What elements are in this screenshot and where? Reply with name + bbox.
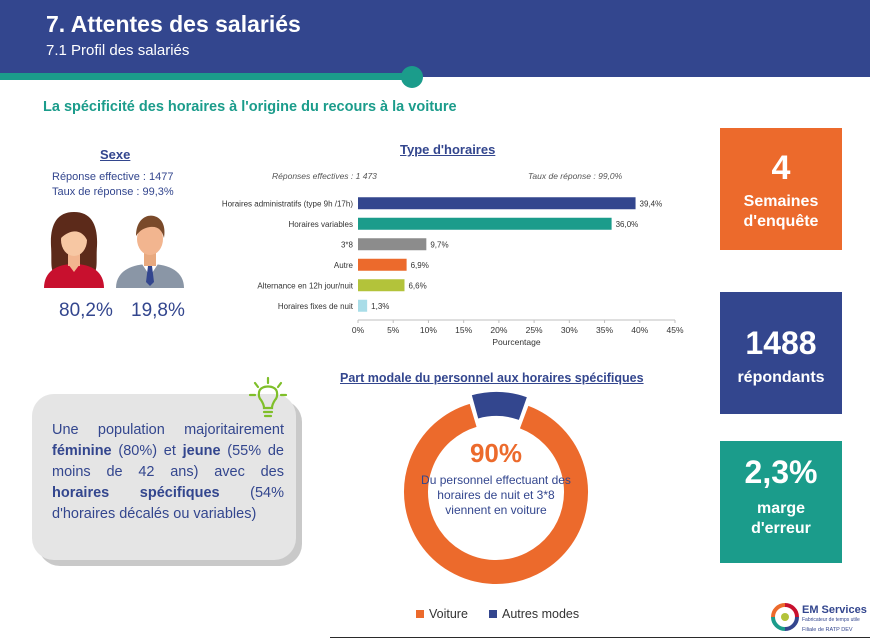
kpi-weeks-value: 4 bbox=[771, 149, 791, 187]
x-tick-label: 25% bbox=[526, 325, 543, 335]
x-tick-label: 5% bbox=[387, 325, 400, 335]
insight-highlight-young: jeune bbox=[182, 443, 221, 459]
legend-label-voiture: Voiture bbox=[429, 607, 468, 621]
kpi-margin-value: 2,3% bbox=[744, 454, 818, 490]
kpi-margin-label-2: d'erreur bbox=[751, 520, 811, 537]
kpi-weeks-label-1: Semaines bbox=[743, 193, 819, 210]
female-percentage: 80,2% bbox=[59, 300, 113, 321]
male-percentage: 19,8% bbox=[131, 300, 185, 321]
chart-note-rate: Taux de réponse : 99,0% bbox=[528, 171, 623, 181]
logo-ratp: Filiale de RATP DEV bbox=[802, 627, 853, 633]
sexe-reponse-effective: Réponse effective : 1477 bbox=[52, 171, 174, 183]
footer-line bbox=[330, 637, 870, 638]
bar bbox=[358, 258, 407, 271]
lightbulb-icon bbox=[248, 376, 288, 418]
donut-center: 90% Du personnel effectuant des horaires… bbox=[420, 438, 572, 518]
bar-data-label: 6,9% bbox=[411, 261, 429, 270]
logo-tagline: Fabricateur de temps utile bbox=[802, 617, 860, 623]
insight-text: Une population majoritairement féminine … bbox=[52, 420, 284, 525]
category-label: Horaires administratifs (type 9h /17h) bbox=[222, 199, 354, 208]
kpi-respondents-label: répondants bbox=[737, 369, 825, 386]
chart-note-responses: Réponses effectives : 1 473 bbox=[272, 171, 377, 181]
legend-item-voiture: Voiture bbox=[416, 607, 468, 621]
insight-highlight-feminine: féminine bbox=[52, 443, 112, 459]
legend-swatch-autres bbox=[489, 610, 497, 618]
x-tick-label: 10% bbox=[420, 325, 437, 335]
x-axis-label: Pourcentage bbox=[492, 337, 540, 347]
bar-data-label: 6,6% bbox=[408, 281, 426, 290]
legend-label-autres: Autres modes bbox=[502, 607, 580, 621]
insight-text-part: (54% d'horaires décalés ou variables) bbox=[52, 485, 284, 522]
insight-text-part: (55% de moins de 42 ans) avec des bbox=[52, 443, 284, 480]
header-accent-dot bbox=[401, 66, 423, 88]
x-tick-label: 35% bbox=[596, 325, 613, 335]
x-tick-label: 20% bbox=[490, 325, 507, 335]
donut-slice bbox=[404, 403, 588, 584]
page-header: 7. Attentes des salariés 7.1 Profil des … bbox=[0, 0, 870, 77]
category-label: Horaires variables bbox=[289, 220, 353, 229]
man-icon bbox=[116, 215, 184, 288]
category-label: Horaires fixes de nuit bbox=[278, 302, 354, 311]
donut-title: Part modale du personnel aux horaires sp… bbox=[340, 371, 644, 385]
category-label: Alternance en 12h jour/nuit bbox=[257, 281, 353, 290]
category-label: 3*8 bbox=[341, 240, 354, 249]
sexe-taux-reponse: Taux de réponse : 99,3% bbox=[52, 186, 174, 198]
legend-item-autres: Autres modes bbox=[489, 607, 579, 621]
kpi-weeks-label-2: d'enquête bbox=[743, 213, 819, 230]
donut-center-value: 90% bbox=[469, 438, 523, 468]
insight-text-part: Une population majoritairement bbox=[52, 422, 284, 438]
legend-swatch-voiture bbox=[416, 610, 424, 618]
logo-name: EM Services bbox=[802, 604, 867, 616]
x-tick-label: 15% bbox=[455, 325, 472, 335]
kpi-respondents: 1488 répondants bbox=[720, 292, 842, 414]
x-tick-label: 30% bbox=[561, 325, 578, 335]
bar bbox=[358, 238, 427, 251]
bar bbox=[358, 279, 405, 292]
woman-icon bbox=[44, 212, 104, 288]
bar-chart: Horaires administratifs (type 9h /17h) 39… bbox=[222, 197, 684, 347]
kpi-margin-label-1: marge bbox=[756, 500, 806, 517]
em-services-logo-icon bbox=[771, 603, 799, 631]
x-tick-label: 45% bbox=[666, 325, 683, 335]
chart-title: Type d'horaires bbox=[400, 142, 496, 157]
insight-card bbox=[32, 394, 296, 560]
insight-text-part: (80%) et bbox=[111, 443, 183, 459]
insight-highlight-hours: horaires spécifiques bbox=[52, 485, 220, 501]
bar bbox=[358, 197, 636, 210]
kpi-respondents-value: 1488 bbox=[745, 325, 817, 361]
section-title: La spécificité des horaires à l'origine … bbox=[43, 99, 457, 115]
donut-center-text: Du personnel effectuant des horaires de … bbox=[421, 473, 571, 517]
page-subtitle: 7.1 Profil des salariés bbox=[46, 42, 190, 59]
donut-slice bbox=[471, 392, 527, 421]
kpi-margin: 2,3% marge d'erreur bbox=[720, 441, 842, 563]
header-accent-line bbox=[0, 73, 413, 80]
bar bbox=[358, 217, 612, 230]
bar-data-label: 39,4% bbox=[640, 199, 663, 208]
x-tick-label: 40% bbox=[631, 325, 648, 335]
bar-data-label: 9,7% bbox=[430, 240, 448, 249]
sexe-title: Sexe bbox=[100, 147, 131, 162]
page-title: 7. Attentes des salariés bbox=[46, 11, 301, 37]
bar bbox=[358, 299, 368, 312]
bar-data-label: 36,0% bbox=[616, 220, 639, 229]
kpi-weeks: 4 Semaines d'enquête bbox=[720, 128, 842, 250]
category-label: Autre bbox=[334, 261, 354, 270]
donut-chart bbox=[404, 392, 588, 584]
bar-data-label: 1,3% bbox=[371, 302, 389, 311]
x-tick-label: 0% bbox=[352, 325, 365, 335]
